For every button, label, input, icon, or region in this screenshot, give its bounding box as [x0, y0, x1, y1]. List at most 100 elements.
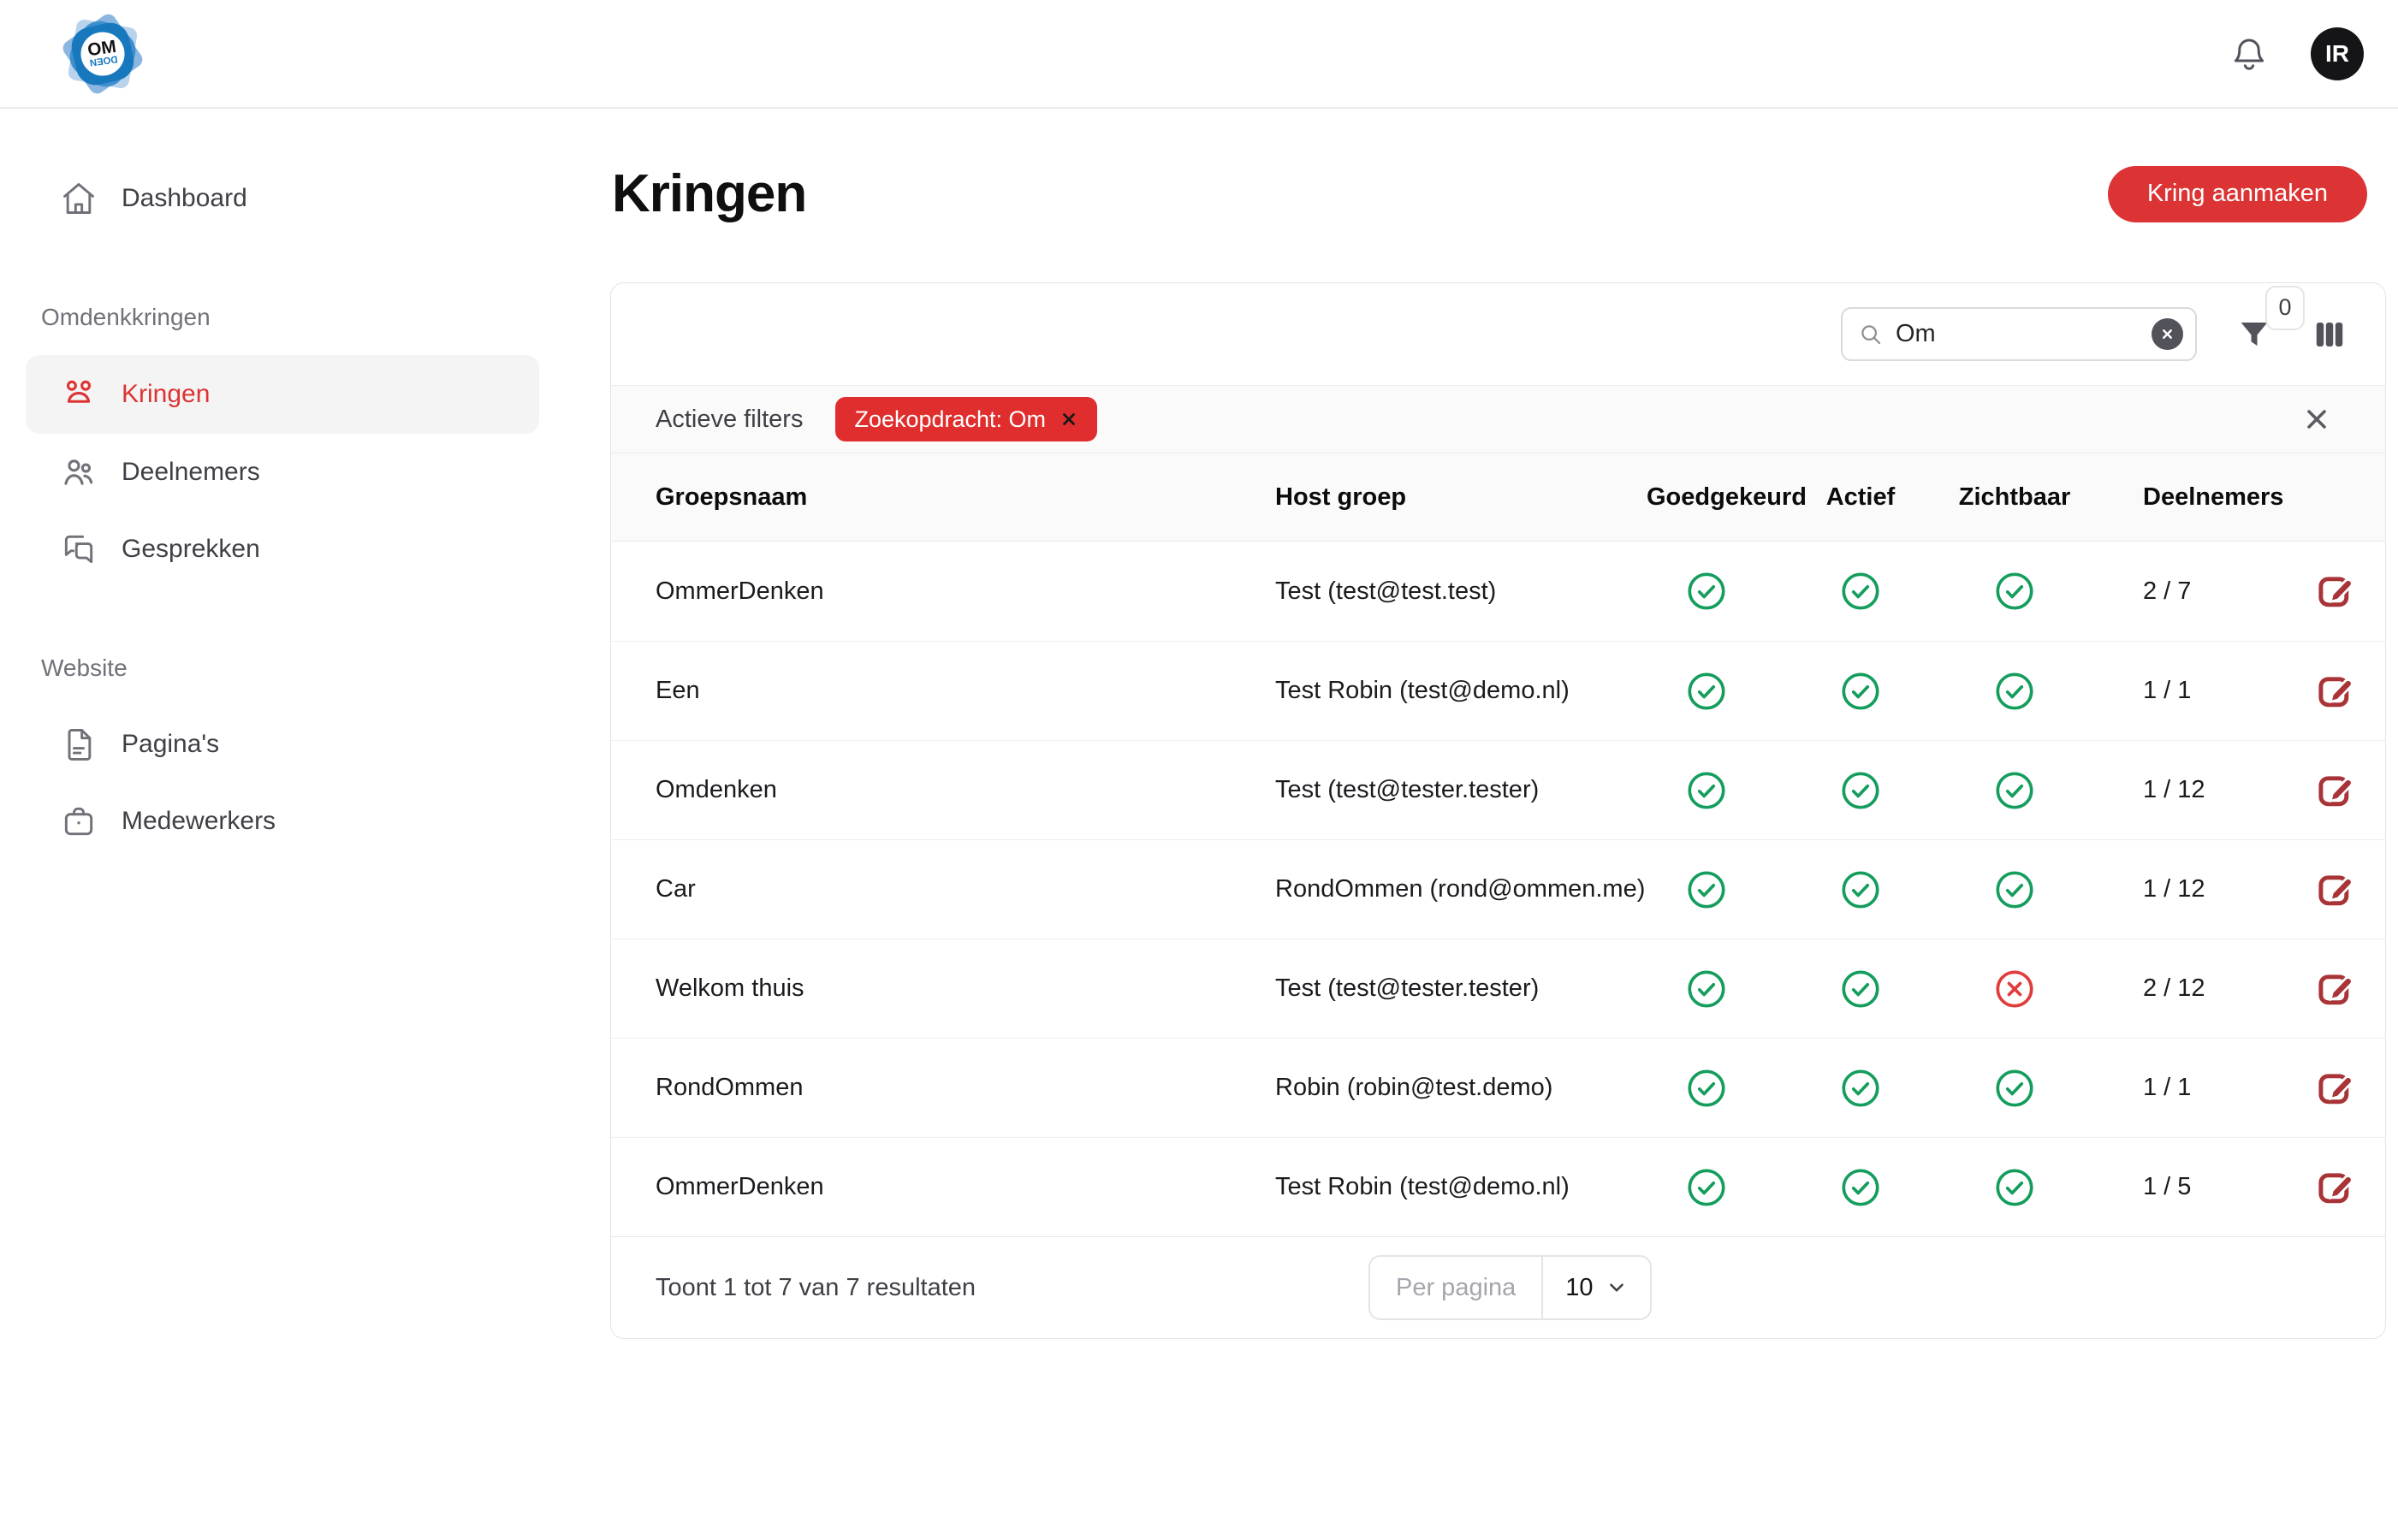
table-header: Groepsnaam Host groep Goedgekeurd Actief… — [611, 453, 2385, 542]
cell-host-groep: Robin (robin@test.demo) — [1275, 1074, 1553, 1101]
home-icon — [60, 180, 98, 217]
filter-chips: Zoekopdracht: Om — [835, 397, 1098, 441]
column-header-actief[interactable]: Actief — [1825, 483, 1896, 511]
cell-actief — [1766, 967, 1955, 1011]
table-row: OmmerDenken Test (test@test.test) 2 / 7 — [611, 542, 2385, 641]
table-row: OmmerDenken Test Robin (test@demo.nl) 1 … — [611, 1137, 2385, 1236]
sidebar-item-kringen[interactable]: Kringen — [26, 355, 539, 434]
edit-row-button[interactable] — [2315, 572, 2354, 611]
check-circle-icon — [1996, 672, 2033, 710]
edit-icon — [2318, 1073, 2353, 1104]
notifications-bell-icon[interactable] — [2229, 33, 2270, 74]
per-page-value: 10 — [1565, 1273, 1594, 1301]
chevron-down-icon — [1609, 1283, 1623, 1292]
active-filters-row: Actieve filters Zoekopdracht: Om — [611, 385, 2385, 453]
cell-groepsnaam: OmmerDenken — [656, 1173, 824, 1200]
table-body: OmmerDenken Test (test@test.test) 2 / 7 … — [611, 542, 2385, 1236]
table-row: Welkom thuis Test (test@tester.tester) 2… — [611, 939, 2385, 1038]
check-circle-icon — [1688, 1069, 1725, 1107]
search-input[interactable] — [1896, 320, 2140, 348]
results-summary: Toont 1 tot 7 van 7 resultaten — [656, 1273, 976, 1301]
remove-chip-icon[interactable] — [1060, 410, 1078, 429]
cell-host-groep: Test Robin (test@demo.nl) — [1275, 1173, 1570, 1200]
filter-funnel-icon[interactable] — [2236, 317, 2272, 352]
edit-row-button[interactable] — [2315, 1069, 2354, 1108]
cell-host-groep: Test (test@tester.tester) — [1275, 776, 1540, 803]
cell-host-groep: Test Robin (test@demo.nl) — [1275, 677, 1570, 704]
cell-deelnemers: 2 / 7 — [2143, 577, 2192, 605]
per-page-select[interactable]: Per pagina 10 — [1368, 1255, 1652, 1320]
cell-goedgekeurd — [1647, 868, 1766, 912]
sidebar-item-deelnemers[interactable]: Deelnemers — [26, 434, 539, 511]
filter-chip[interactable]: Zoekopdracht: Om — [835, 397, 1098, 441]
cell-goedgekeurd — [1647, 768, 1766, 813]
check-circle-icon — [1688, 870, 1725, 909]
cell-zichtbaar — [1955, 768, 2075, 813]
check-circle-icon — [1688, 572, 1725, 610]
filter-control: 0 — [2236, 285, 2305, 352]
sidebar-item-medewerkers[interactable]: Medewerkers — [26, 783, 539, 860]
brand-logo-icon[interactable]: OM DOEN — [58, 9, 147, 98]
check-circle-icon — [1842, 870, 1879, 909]
check-circle-icon — [1996, 1069, 2033, 1107]
kringen-card: 0 Actieve filters Zoekopdracht: Om Groep… — [610, 282, 2386, 1339]
cell-goedgekeurd — [1647, 669, 1766, 714]
user-avatar[interactable]: IR — [2311, 27, 2364, 80]
edit-icon — [2318, 775, 2353, 806]
table-row: Omdenken Test (test@tester.tester) 1 / 1… — [611, 740, 2385, 839]
check-circle-icon — [1996, 870, 2033, 909]
column-header-zichtbaar[interactable]: Zichtbaar — [1958, 483, 2071, 511]
cell-goedgekeurd — [1647, 1165, 1766, 1210]
check-circle-icon — [1688, 969, 1725, 1008]
column-header-groepsnaam[interactable]: Groepsnaam — [656, 483, 808, 511]
filter-count-badge: 0 — [2265, 285, 2305, 330]
check-circle-icon — [1842, 672, 1879, 710]
cell-deelnemers: 1 / 1 — [2143, 1074, 2192, 1101]
sidebar-item-label: Pagina's — [122, 730, 220, 758]
column-header-goedgekeurd[interactable]: Goedgekeurd — [1647, 483, 1807, 511]
sidebar-item-paginas[interactable]: Pagina's — [26, 706, 539, 783]
cell-deelnemers: 2 / 12 — [2143, 974, 2205, 1002]
check-circle-icon — [1688, 771, 1725, 809]
check-circle-icon — [1996, 1168, 2033, 1206]
table-row: RondOmmen Robin (robin@test.demo) 1 / 1 — [611, 1038, 2385, 1137]
sidebar-item-dashboard[interactable]: Dashboard — [26, 160, 539, 237]
search-icon — [1861, 324, 1881, 344]
cell-goedgekeurd — [1647, 569, 1766, 613]
sidebar-item-gesprekken[interactable]: Gesprekken — [26, 511, 539, 588]
cell-deelnemers: 1 / 5 — [2143, 1173, 2192, 1200]
cell-actief — [1766, 569, 1955, 613]
sidebar-item-label: Gesprekken — [122, 535, 260, 563]
cell-zichtbaar — [1955, 569, 2075, 613]
edit-row-button[interactable] — [2315, 1168, 2354, 1207]
cell-goedgekeurd — [1647, 1066, 1766, 1111]
cell-host-groep: Test (test@test.test) — [1275, 577, 1497, 605]
columns-icon[interactable] — [2312, 317, 2348, 352]
cell-deelnemers: 1 / 1 — [2143, 677, 2192, 704]
column-header-deelnemers[interactable]: Deelnemers — [2143, 483, 2284, 511]
cell-actief — [1766, 669, 1955, 714]
cell-host-groep: Test (test@tester.tester) — [1275, 974, 1540, 1002]
close-filters-icon[interactable] — [2301, 404, 2332, 435]
edit-row-button[interactable] — [2315, 672, 2354, 711]
edit-row-button[interactable] — [2315, 771, 2354, 810]
cell-actief — [1766, 768, 1955, 813]
cell-actief — [1766, 1165, 1955, 1210]
sidebar-section-heading: Website — [41, 654, 128, 681]
users-icon — [60, 453, 98, 491]
edit-row-button[interactable] — [2315, 969, 2354, 1009]
sidebar-section-heading: Omdenkkringen — [41, 304, 211, 330]
toolbar-row: 0 — [611, 283, 2385, 385]
check-circle-icon — [1842, 969, 1879, 1008]
create-kring-button[interactable]: Kring aanmaken — [2107, 165, 2367, 222]
edit-row-button[interactable] — [2315, 870, 2354, 909]
page-icon — [60, 726, 98, 763]
column-header-host-groep[interactable]: Host groep — [1275, 483, 1407, 511]
edit-icon — [2318, 874, 2353, 905]
check-circle-icon — [1996, 572, 2033, 610]
cell-zichtbaar — [1955, 1066, 2075, 1111]
cell-groepsnaam: RondOmmen — [656, 1074, 804, 1101]
clear-search-button[interactable] — [2152, 318, 2183, 350]
cell-groepsnaam: Een — [656, 677, 700, 704]
table-row: Car RondOmmen (rond@ommen.me) 1 / 12 — [611, 839, 2385, 939]
